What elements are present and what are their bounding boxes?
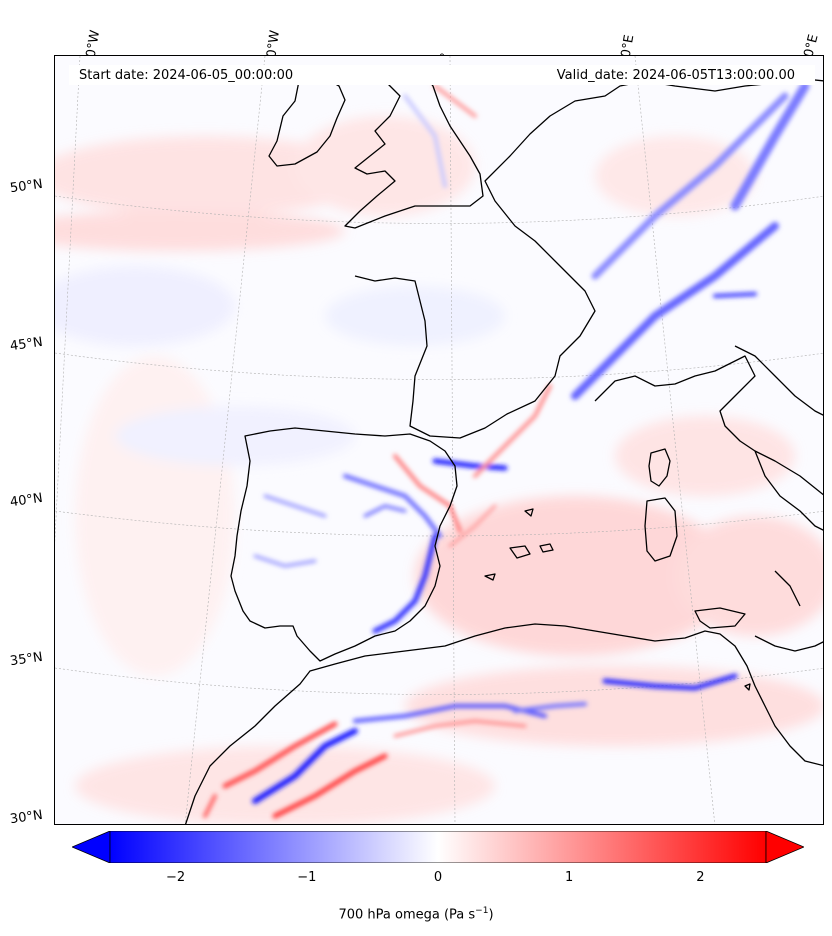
colorbar [72,831,804,863]
omega-field-background [55,116,823,824]
colorbar-title-close: ) [488,907,494,923]
colorbar-tick-label: 0 [433,870,443,885]
colorbar-gradient [109,831,767,863]
lat-label-45n: 45°N [9,334,44,355]
lat-label-30n: 30°N [9,807,44,828]
lat-label-40n: 40°N [9,490,44,511]
omega-field-features [203,81,810,819]
colorbar-title-text: 700 hPa omega (Pa s [338,907,476,923]
lat-label-50n: 50°N [9,176,44,197]
colorbar-tick-label: 1 [565,870,574,885]
colorbar-title-exponent: −1 [475,906,489,916]
colorbar-tick-label: 2 [696,870,705,885]
lat-label-35n: 35°N [9,649,44,670]
colorbar-extend-low [72,831,111,863]
colorbar-tick-label: −1 [297,870,317,885]
colorbar-tick-label: −2 [166,870,186,885]
map-panel[interactable]: Start date: 2024-06-05_00:00:00 Valid_da… [54,55,824,825]
omega-field-map[interactable] [55,56,824,825]
colorbar-extend-high [765,831,804,863]
title-strip [69,65,815,85]
colorbar-title: 700 hPa omega (Pa s−1) [0,906,832,922]
start-date-label: Start date: 2024-06-05_00:00:00 [79,68,294,83]
valid-date-label: Valid_date: 2024-06-05T13:00:00.00 [556,68,795,83]
